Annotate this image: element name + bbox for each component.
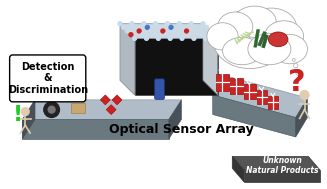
Circle shape <box>153 33 157 37</box>
Circle shape <box>193 25 197 29</box>
Polygon shape <box>106 105 116 115</box>
Ellipse shape <box>265 21 303 52</box>
Polygon shape <box>213 75 307 117</box>
Polygon shape <box>169 100 181 139</box>
Circle shape <box>204 36 208 40</box>
Polygon shape <box>232 156 320 170</box>
Ellipse shape <box>218 12 253 41</box>
Text: Optical Sensor Array: Optical Sensor Array <box>109 123 254 136</box>
Circle shape <box>180 36 184 40</box>
Circle shape <box>165 22 169 26</box>
Text: Detection
&
Discrimination: Detection & Discrimination <box>8 62 88 95</box>
FancyBboxPatch shape <box>230 78 243 94</box>
Polygon shape <box>244 170 320 182</box>
Circle shape <box>141 33 145 37</box>
FancyBboxPatch shape <box>9 55 86 102</box>
Polygon shape <box>22 100 35 139</box>
FancyBboxPatch shape <box>244 84 256 99</box>
Circle shape <box>44 102 60 117</box>
Polygon shape <box>22 119 169 139</box>
Circle shape <box>292 58 295 61</box>
Circle shape <box>130 22 134 26</box>
Polygon shape <box>22 100 181 119</box>
Text: Unknown
Natural Products: Unknown Natural Products <box>246 156 318 175</box>
FancyBboxPatch shape <box>257 90 267 104</box>
Polygon shape <box>100 95 110 105</box>
Ellipse shape <box>246 8 297 47</box>
Polygon shape <box>203 24 218 95</box>
Polygon shape <box>296 98 307 137</box>
FancyBboxPatch shape <box>155 79 164 99</box>
FancyBboxPatch shape <box>71 103 85 113</box>
Circle shape <box>133 36 137 40</box>
FancyBboxPatch shape <box>216 74 229 91</box>
Circle shape <box>21 108 29 115</box>
Circle shape <box>177 22 181 26</box>
Circle shape <box>156 36 160 40</box>
Ellipse shape <box>272 34 307 64</box>
Circle shape <box>189 22 193 26</box>
Circle shape <box>200 33 204 37</box>
Polygon shape <box>258 32 267 46</box>
Circle shape <box>192 36 196 40</box>
Circle shape <box>208 29 212 33</box>
Circle shape <box>169 25 173 29</box>
Circle shape <box>168 36 172 40</box>
Circle shape <box>296 70 301 75</box>
Ellipse shape <box>213 10 287 69</box>
Circle shape <box>157 25 161 29</box>
Polygon shape <box>213 95 296 137</box>
Circle shape <box>294 64 298 68</box>
Circle shape <box>137 29 141 33</box>
Circle shape <box>149 29 153 33</box>
Circle shape <box>201 22 205 26</box>
Circle shape <box>177 33 180 37</box>
Circle shape <box>125 29 129 33</box>
Ellipse shape <box>207 23 238 50</box>
Circle shape <box>146 25 149 29</box>
Circle shape <box>48 106 55 113</box>
Polygon shape <box>254 29 260 47</box>
Ellipse shape <box>222 37 262 65</box>
Circle shape <box>133 25 137 29</box>
Polygon shape <box>232 156 244 182</box>
Circle shape <box>216 36 219 40</box>
Polygon shape <box>262 34 268 48</box>
Circle shape <box>145 36 148 40</box>
Text: ?: ? <box>288 68 305 97</box>
Text: !: ! <box>12 105 23 125</box>
Polygon shape <box>120 24 218 38</box>
Ellipse shape <box>268 32 288 47</box>
Circle shape <box>185 29 189 33</box>
Circle shape <box>164 33 168 37</box>
Circle shape <box>173 29 177 33</box>
Circle shape <box>197 29 200 33</box>
Circle shape <box>122 25 126 29</box>
Circle shape <box>205 25 209 29</box>
Polygon shape <box>135 38 218 95</box>
Ellipse shape <box>248 33 291 65</box>
Circle shape <box>300 91 309 99</box>
Circle shape <box>181 25 185 29</box>
Ellipse shape <box>233 6 276 37</box>
Circle shape <box>118 22 122 26</box>
Circle shape <box>188 33 192 37</box>
Circle shape <box>142 22 146 26</box>
Circle shape <box>154 22 158 26</box>
Circle shape <box>129 33 133 37</box>
Polygon shape <box>120 24 135 95</box>
Circle shape <box>161 29 165 33</box>
Polygon shape <box>112 95 122 105</box>
Circle shape <box>212 33 216 37</box>
FancyBboxPatch shape <box>268 96 278 109</box>
